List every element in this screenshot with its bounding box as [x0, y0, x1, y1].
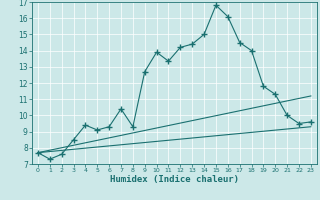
X-axis label: Humidex (Indice chaleur): Humidex (Indice chaleur)	[110, 175, 239, 184]
